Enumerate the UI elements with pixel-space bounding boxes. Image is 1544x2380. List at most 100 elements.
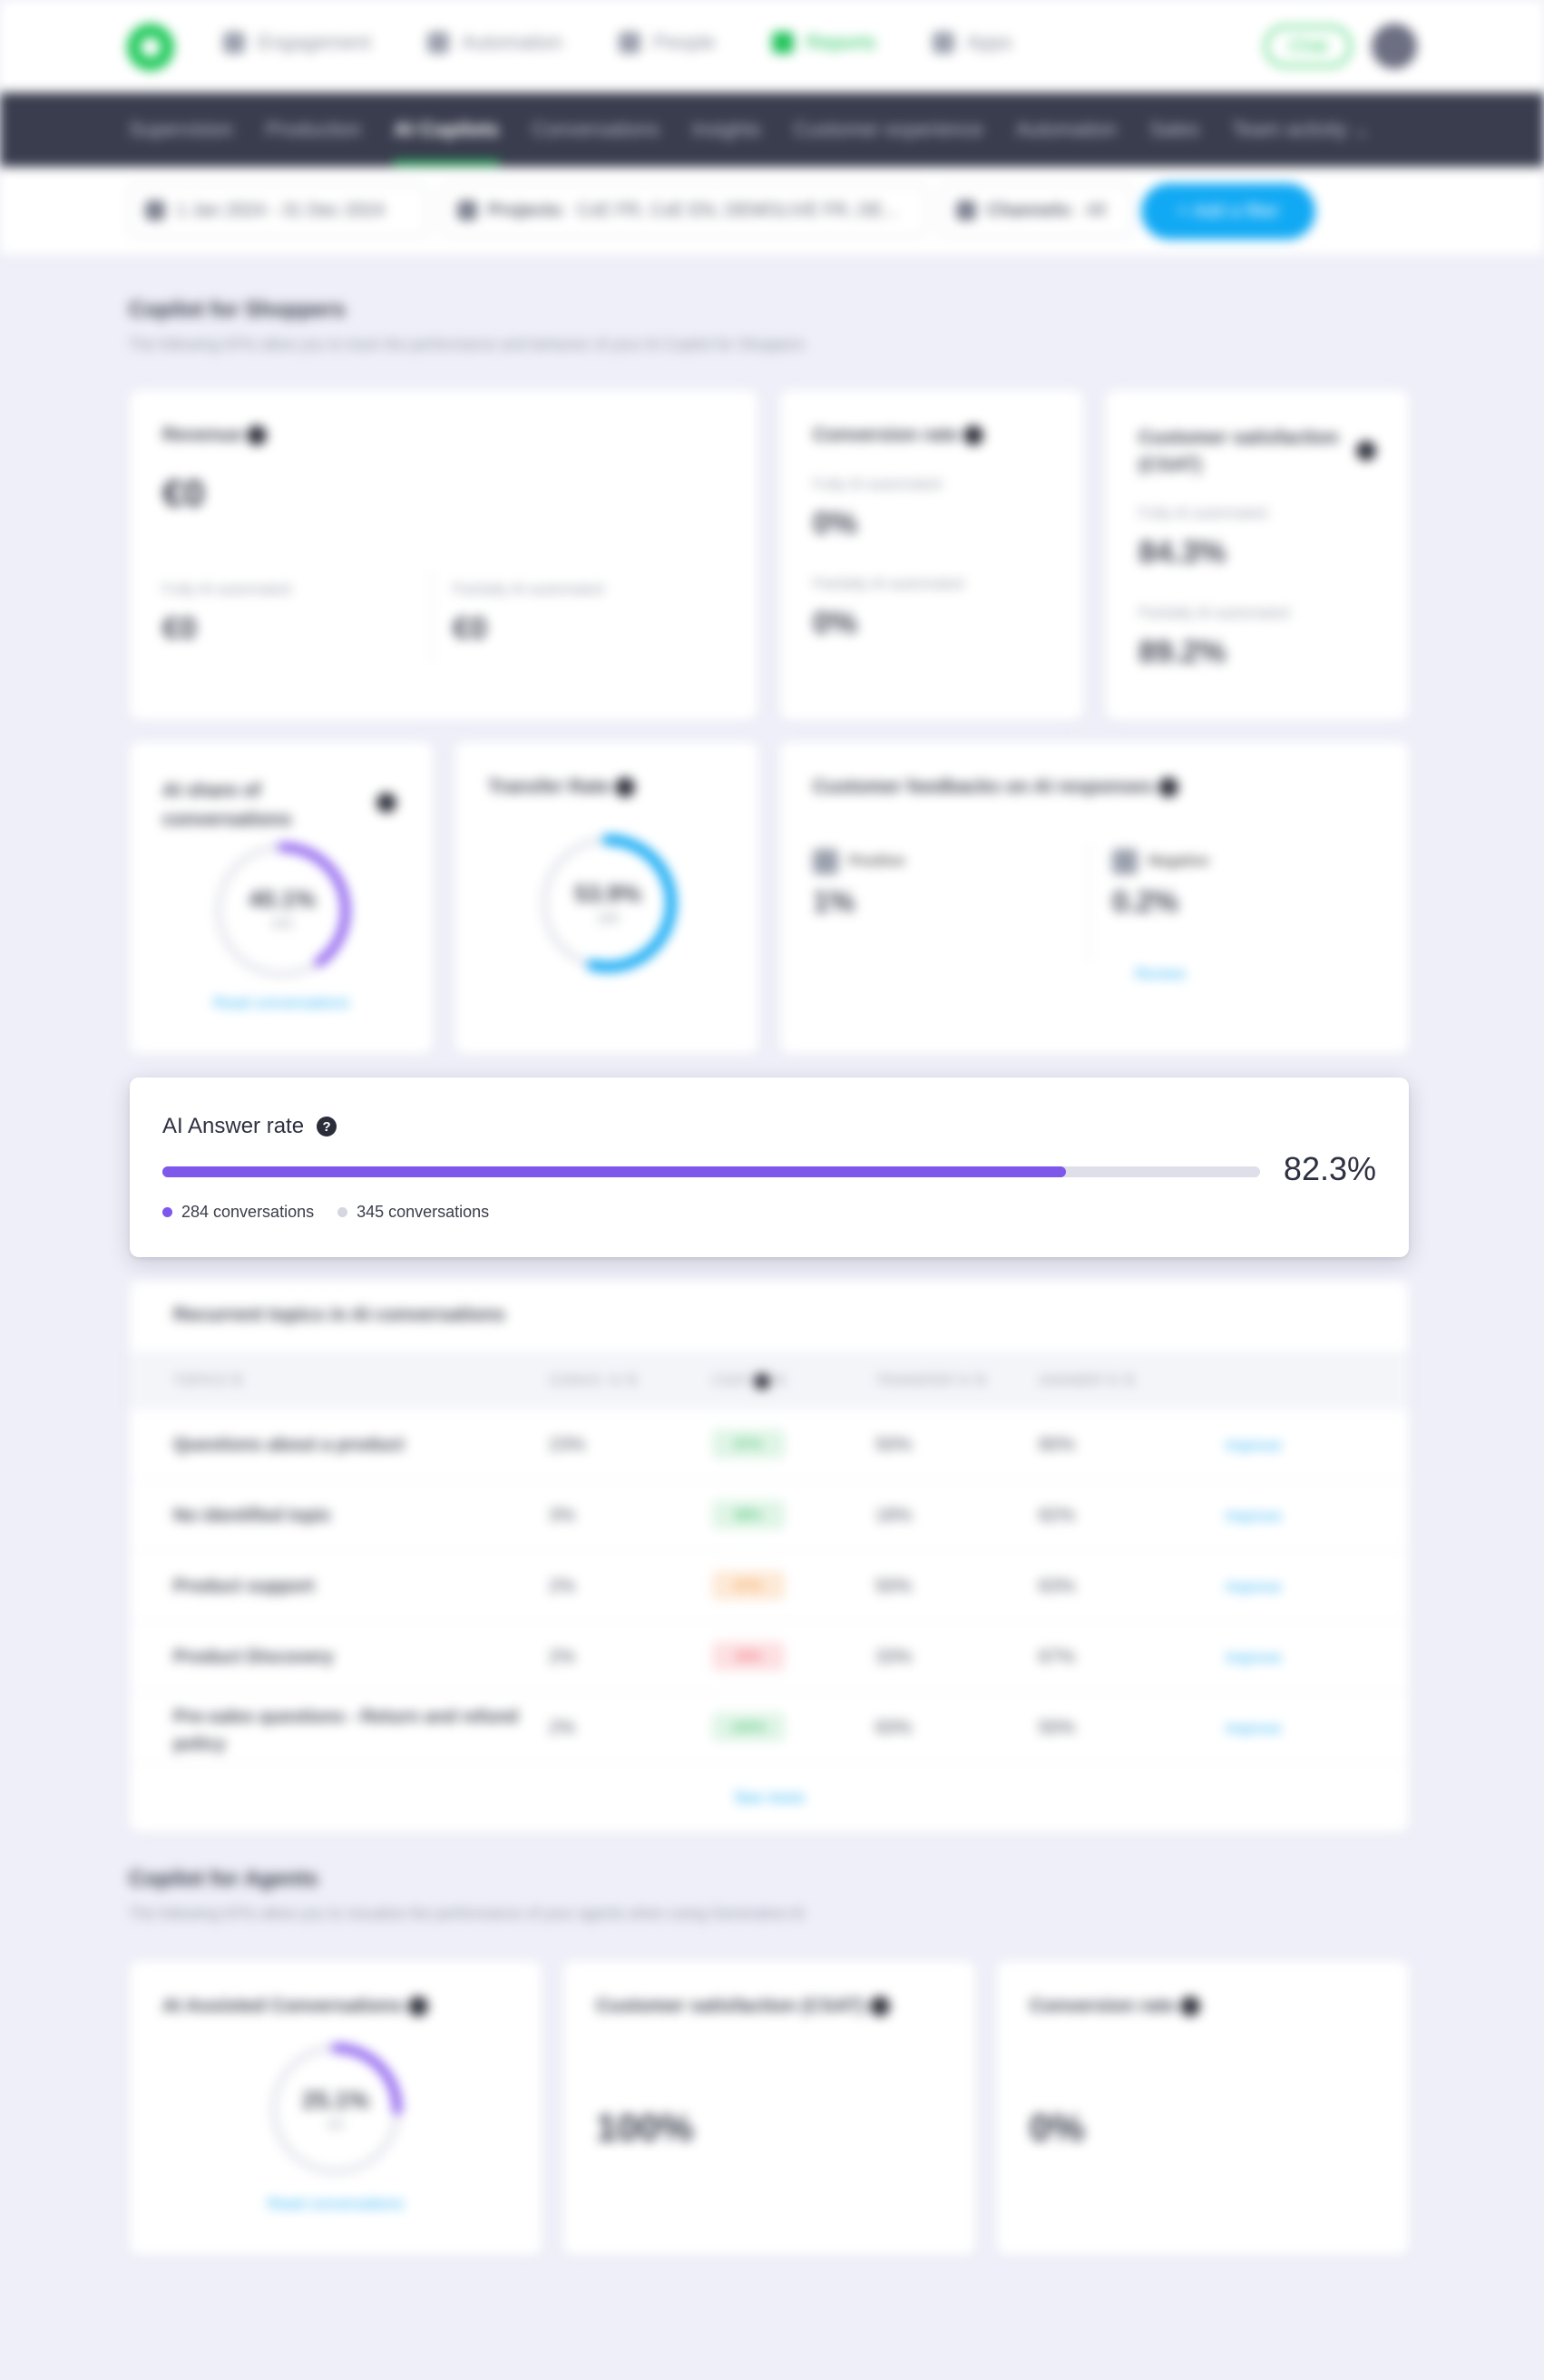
col-transfer[interactable]: TRANSFER % ⇅ (875, 1373, 987, 1389)
answer-rate-percent: 82.3% (1283, 1150, 1376, 1187)
row-divider (130, 1762, 1409, 1763)
convs-value: 2% (549, 1576, 575, 1596)
answer-value: 63% (1039, 1576, 1076, 1596)
ai-answer-rate-card: AI Answer rate ? 82.3% 284 conversations… (130, 1078, 1409, 1257)
table-row: Questions about a product 23% 87% 50% 80% Imp… (130, 1409, 1409, 1480)
apps-grid-icon (932, 32, 954, 54)
automation-icon (426, 32, 449, 54)
tab-production[interactable]: Production (265, 118, 362, 141)
agents-csat-card: Customer satisfaction (CSAT) 100% (563, 1961, 975, 2255)
top-nav: Engagement Automation People Reports App… (223, 31, 1012, 54)
improve-link[interactable]: Improve (1226, 1437, 1282, 1454)
channels-filter[interactable]: Channels: All (940, 183, 1132, 238)
convs-value: 2% (549, 1718, 575, 1738)
projects-filter[interactable]: Projects: CxE FR, CxE EN, DEMOLIVE FR, D… (441, 183, 927, 238)
shoppers-title: Copilot for Shoppers (129, 298, 346, 322)
table-row: Pre-sales questions - Return and refund … (130, 1692, 1409, 1763)
date-filter[interactable]: 1 Jan 2024 - 31 Dec 2024 (129, 183, 428, 238)
tab-team-activity[interactable]: Team activity ⌄ (1232, 118, 1370, 141)
legend-dot-total (337, 1207, 348, 1217)
topnav-people[interactable]: People (619, 31, 716, 54)
tab-insights[interactable]: Insights (691, 118, 761, 141)
revenue-card: Revenue €0 Fully AI-automated €0 Partial… (130, 390, 757, 720)
convs-value: 23% (549, 1435, 586, 1455)
read-conversations-link[interactable]: Read conversations (212, 994, 350, 1011)
transfer-rate-donut: 53.9% 186 (537, 833, 679, 974)
col-csat[interactable]: CSAT ⇅ (712, 1372, 787, 1390)
tab-ai-copilots[interactable]: AI Copilots (394, 118, 500, 165)
engagement-icon (223, 32, 245, 54)
csat-badge: 67% (712, 1571, 785, 1600)
top-bar: Engagement Automation People Reports App… (0, 0, 1544, 93)
ai-share-card: AI share of conversations 40.1% 345 Read… (130, 742, 433, 1054)
chevron-down-icon: ⌄ (1353, 118, 1370, 141)
help-icon[interactable] (963, 425, 983, 446)
legend-dot-answered (162, 1207, 172, 1217)
answer-value: 80% (1039, 1435, 1076, 1455)
add-filter-button[interactable]: + Add a filter (1141, 183, 1315, 239)
help-icon[interactable] (408, 1996, 429, 2017)
topnav-reports[interactable]: Reports (771, 31, 876, 54)
help-icon[interactable] (247, 425, 268, 446)
table-row: Product support 2% 67% 50% 63% Improve (130, 1551, 1409, 1622)
help-icon (753, 1372, 770, 1390)
csat-card: Customer satisfaction (CSAT) Fully AI-au… (1106, 390, 1409, 720)
topic-name: Product support (173, 1576, 315, 1596)
transfer-value: 50% (875, 1435, 913, 1455)
help-icon[interactable] (1179, 1996, 1200, 2017)
help-icon[interactable]: ? (317, 1117, 337, 1136)
help-icon[interactable] (615, 777, 636, 798)
row-divider (130, 1479, 1409, 1480)
table-row: No identified topic 3% 88% 18% 82% Improve (130, 1480, 1409, 1551)
review-link[interactable]: Review (1135, 965, 1186, 982)
row-divider (130, 1621, 1409, 1622)
transfer-value: 33% (875, 1647, 913, 1667)
transfer-value: 50% (875, 1576, 913, 1596)
col-topics[interactable]: TOPICS ⇅ (173, 1373, 244, 1389)
help-icon[interactable] (1356, 441, 1376, 461)
person-icon (619, 32, 641, 54)
app-logo[interactable] (127, 24, 174, 71)
ai-assisted-card: AI Assisted Conversations 25.1% 63 Read … (130, 1961, 542, 2255)
topic-name: Questions about a product (173, 1435, 405, 1455)
improve-link[interactable]: Improve (1226, 1578, 1282, 1595)
csat-badge: 100% (712, 1712, 785, 1741)
help-icon[interactable] (1158, 777, 1178, 798)
avatar[interactable] (1372, 24, 1417, 69)
tab-sales[interactable]: Sales (1149, 118, 1200, 141)
improve-link[interactable]: Improve (1226, 1720, 1282, 1737)
legend-answered: 284 conversations (162, 1203, 314, 1222)
chat-bubble-icon (956, 200, 976, 220)
tab-supervision[interactable]: Supervision (129, 118, 233, 141)
csat-badge: 87% (712, 1429, 785, 1458)
table-row: Product Discovery 2% 33% 33% 67% Improve (130, 1622, 1409, 1692)
thumbs-up-icon (813, 849, 838, 874)
agents-subtitle: The following KPIs allow you to visualiz… (129, 1905, 805, 1922)
agents-conversion-card: Conversion rate 0% (997, 1961, 1409, 2255)
csat-badge: 33% (712, 1642, 785, 1671)
answer-value: 67% (1039, 1647, 1076, 1667)
topics-card: Recurrent topics in AI conversations TOP… (130, 1281, 1409, 1832)
improve-link[interactable]: Improve (1226, 1649, 1282, 1666)
tab-conversations[interactable]: Conversations (532, 118, 660, 141)
topnav-automation[interactable]: Automation (426, 31, 562, 54)
topnav-apps[interactable]: Apps (932, 31, 1012, 54)
tab-automation[interactable]: Automation (1015, 118, 1118, 141)
agents-title: Copilot for Agents (129, 1867, 318, 1891)
answer-value: 50% (1039, 1718, 1076, 1738)
thumbs-down-icon (1112, 849, 1138, 874)
read-conversations-link[interactable]: Read conversations (267, 2195, 405, 2212)
help-icon[interactable] (376, 793, 396, 813)
sub-nav: Supervision Production AI Copilots Conve… (0, 93, 1544, 167)
see-more-link[interactable]: See more (733, 1789, 806, 1807)
answer-value: 82% (1039, 1506, 1076, 1526)
shoppers-subtitle: The following KPIs allow you to track th… (129, 336, 805, 353)
feedback-card: Customer feedbacks on AI responses Posit… (780, 742, 1409, 1054)
tab-customer-experience[interactable]: Customer experience (793, 118, 983, 141)
help-icon[interactable] (869, 1996, 890, 2017)
col-answer[interactable]: ANSWER % ⇅ (1039, 1373, 1136, 1389)
col-convs[interactable]: CONVS. % ⇅ (549, 1373, 638, 1389)
improve-link[interactable]: Improve (1226, 1507, 1282, 1525)
topnav-engagement[interactable]: Engagement (223, 31, 371, 54)
chat-button[interactable]: Chat (1265, 25, 1352, 67)
